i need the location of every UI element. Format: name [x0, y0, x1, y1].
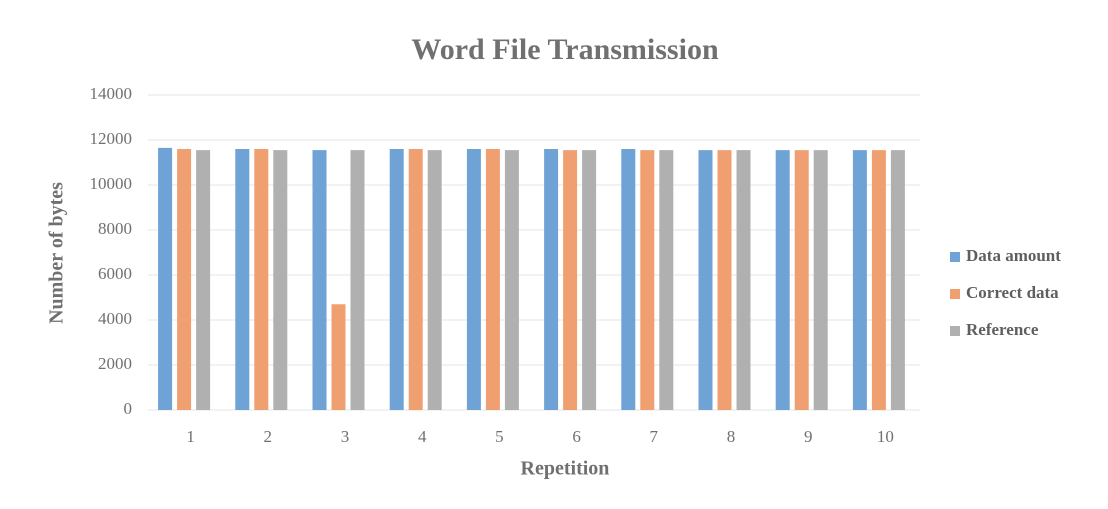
bar: [544, 149, 559, 410]
x-tick-label: 2: [264, 427, 273, 446]
bar: [640, 150, 655, 410]
bar: [563, 150, 578, 410]
bar: [177, 149, 192, 410]
y-tick-label: 0: [124, 399, 133, 418]
legend-label: Reference: [966, 320, 1039, 339]
bar: [890, 150, 905, 410]
x-tick-label: 4: [418, 427, 427, 446]
bar: [389, 149, 404, 410]
x-tick-label: 5: [495, 427, 504, 446]
x-tick-label: 7: [650, 427, 659, 446]
legend-swatch: [950, 252, 960, 262]
legend-label: Data amount: [966, 246, 1061, 265]
y-tick-label: 10000: [90, 174, 133, 193]
bar: [158, 147, 173, 410]
bar: [504, 150, 519, 410]
legend-swatch: [950, 326, 960, 336]
legend-label: Correct data: [966, 283, 1059, 302]
bar: [408, 149, 423, 410]
legend-swatch: [950, 289, 960, 299]
bar: [350, 150, 365, 410]
bar: [775, 150, 790, 410]
bar: [852, 150, 867, 410]
y-tick-label: 8000: [98, 219, 132, 238]
bar: [466, 149, 481, 410]
bar: [273, 150, 288, 410]
bar: [659, 150, 674, 410]
y-tick-label: 14000: [90, 84, 133, 103]
bar: [717, 150, 732, 410]
x-tick-label: 6: [572, 427, 581, 446]
x-tick-label: 1: [186, 427, 195, 446]
bar: [485, 149, 500, 410]
y-tick-label: 12000: [90, 129, 133, 148]
bar: [312, 150, 327, 410]
x-tick-label: 3: [341, 427, 350, 446]
x-tick-label: 10: [877, 427, 894, 446]
bar: [813, 150, 828, 410]
bar: [254, 149, 269, 410]
bar: [235, 149, 250, 410]
bar: [427, 150, 442, 410]
bar: [582, 150, 597, 410]
y-axis-title: Number of bytes: [46, 182, 68, 324]
bar: [621, 149, 636, 410]
chart-title: Word File Transmission: [411, 33, 719, 66]
y-tick-label: 4000: [98, 309, 132, 328]
bar: [331, 304, 346, 410]
bar: [794, 150, 809, 410]
x-tick-label: 8: [727, 427, 736, 446]
x-axis-title: Repetition: [521, 458, 610, 480]
y-tick-label: 6000: [98, 264, 132, 283]
bar: [736, 150, 751, 410]
y-tick-label: 2000: [98, 354, 132, 373]
bar: [871, 150, 886, 410]
x-tick-label: 9: [804, 427, 813, 446]
bar: [196, 150, 211, 410]
bar: [698, 150, 713, 410]
